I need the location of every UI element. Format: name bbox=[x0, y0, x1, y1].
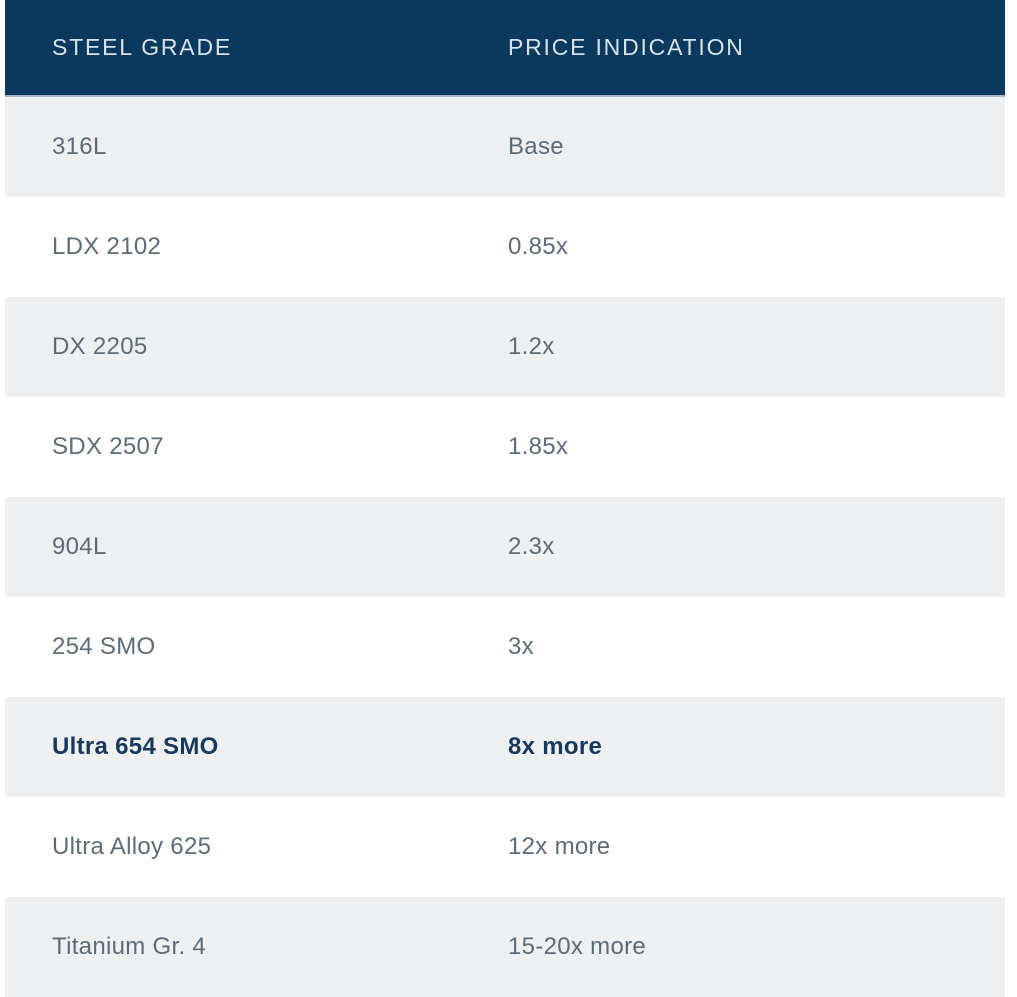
price-indication-cell: 2.3x bbox=[508, 533, 555, 560]
table-row: Ultra Alloy 625 12x more bbox=[5, 797, 1005, 897]
price-indication-cell: 0.85x bbox=[508, 233, 569, 260]
table-row: 904L 2.3x bbox=[5, 497, 1005, 597]
table-row: LDX 2102 0.85x bbox=[5, 197, 1005, 297]
column-header-steel-grade: STEEL GRADE bbox=[52, 34, 232, 60]
price-indication-cell: 12x more bbox=[508, 833, 611, 860]
table-row: Ultra 654 SMO 8x more bbox=[5, 697, 1005, 797]
steel-grade-cell: Titanium Gr. 4 bbox=[52, 933, 207, 960]
price-indication-cell: 3x bbox=[508, 633, 534, 660]
steel-grade-cell: Ultra Alloy 625 bbox=[52, 833, 212, 860]
price-indication-cell: 1.85x bbox=[508, 433, 569, 460]
price-indication-cell: 8x more bbox=[508, 733, 603, 760]
steel-grade-cell: LDX 2102 bbox=[52, 233, 162, 260]
steel-grade-cell: 316L bbox=[52, 133, 107, 160]
steel-grade-cell: SDX 2507 bbox=[52, 433, 164, 460]
steel-grade-cell: 254 SMO bbox=[52, 633, 156, 660]
column-header-price-indication: PRICE INDICATION bbox=[508, 34, 745, 60]
table-row: DX 2205 1.2x bbox=[5, 297, 1005, 397]
steel-grade-cell: DX 2205 bbox=[52, 333, 148, 360]
table-row: Titanium Gr. 4 15-20x more bbox=[5, 897, 1005, 997]
table-row: 254 SMO 3x bbox=[5, 597, 1005, 697]
steel-grade-cell: Ultra 654 SMO bbox=[52, 733, 219, 760]
table-header-row: STEEL GRADE PRICE INDICATION bbox=[5, 0, 1005, 97]
table-row: SDX 2507 1.85x bbox=[5, 397, 1005, 497]
price-indication-cell: 1.2x bbox=[508, 333, 555, 360]
table-row: 316L Base bbox=[5, 97, 1005, 197]
price-indication-cell: Base bbox=[508, 133, 564, 160]
price-indication-cell: 15-20x more bbox=[508, 933, 647, 960]
table-body: 316L Base LDX 2102 0.85x DX 2205 1.2x SD… bbox=[5, 97, 1005, 997]
steel-grade-cell: 904L bbox=[52, 533, 107, 560]
steel-grade-price-table: STEEL GRADE PRICE INDICATION 316L Base L… bbox=[5, 0, 1005, 997]
